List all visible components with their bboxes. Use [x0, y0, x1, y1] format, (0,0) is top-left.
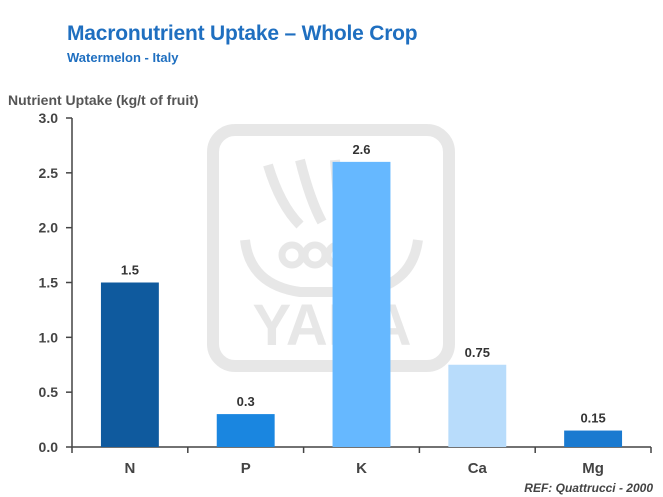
y-tick-label: 3.0: [39, 110, 59, 126]
y-axis-label: Nutrient Uptake (kg/t of fruit): [8, 92, 199, 108]
bar-k: [332, 161, 391, 447]
data-label: 0.3: [237, 394, 255, 409]
y-tick-label: 1.0: [39, 329, 59, 345]
x-tick-label: P: [241, 460, 251, 477]
data-label: 0.75: [465, 345, 490, 360]
y-tick-label: 0.5: [39, 384, 59, 400]
x-tick-label: K: [356, 460, 367, 477]
data-label: 1.5: [121, 263, 139, 278]
y-tick-label: 0.0: [39, 439, 59, 455]
bar-n: [100, 282, 159, 447]
y-tick-label: 2.5: [39, 165, 59, 181]
bar-mg: [564, 430, 623, 447]
y-tick-label: 2.0: [39, 220, 59, 236]
bars: 1.5 N 0.3 P 2.6 K 0.75 Ca 0.15 Mg: [100, 142, 623, 477]
x-tick-label: Mg: [582, 460, 604, 477]
data-label: 2.6: [352, 142, 370, 157]
bar-p: [216, 414, 275, 447]
x-tick-label: N: [124, 460, 135, 477]
chart-title: Macronutrient Uptake – Whole Crop: [67, 22, 418, 45]
data-label: 0.15: [580, 411, 605, 426]
y-tick-label: 1.5: [39, 275, 59, 291]
reference-note: REF: Quattrucci - 2000: [524, 481, 653, 495]
x-tick-label: Ca: [468, 460, 488, 477]
bar-ca: [448, 364, 507, 447]
chart-subtitle: Watermelon - Italy: [67, 50, 179, 65]
yara-watermark: YARA: [207, 124, 455, 372]
